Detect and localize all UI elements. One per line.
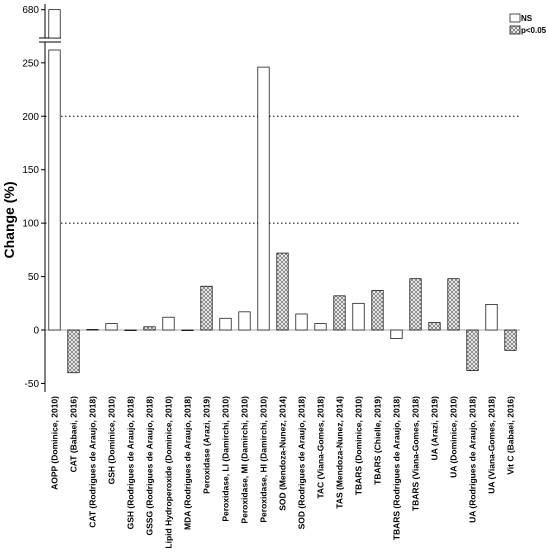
bar <box>124 329 137 331</box>
bar <box>409 278 422 331</box>
bar <box>219 317 232 331</box>
bar <box>371 290 384 331</box>
x-tick-label: Lipid Hydroperoxide (Dominice, 2010) <box>164 396 174 549</box>
x-tick-label: TAC (Viana-Gomes, 2018) <box>316 396 326 499</box>
y-tick-label: -50 <box>25 379 40 390</box>
x-tick-label: Peroxidase, MI (Damirchi, 2010) <box>240 396 250 524</box>
y-tick-label: 50 <box>28 272 40 283</box>
x-tick-label: SOD (Rodrigues de Araujo, 2018) <box>297 396 307 530</box>
bar <box>333 295 346 331</box>
x-tick-label: GSSG (Rodrigues de Araujo, 2018) <box>145 396 155 536</box>
y-tick-label: 150 <box>22 165 39 176</box>
x-tick-label: GSH (Dominice, 2010) <box>107 396 117 485</box>
bar <box>67 329 80 374</box>
bar <box>295 313 308 331</box>
bar <box>352 302 365 331</box>
bar <box>485 304 498 331</box>
x-tick-label: GSH (Rodrigues de Araujo, 2018) <box>126 396 136 530</box>
x-tick-label: UA (Viana-Gomes, 2018) <box>487 396 497 494</box>
bar <box>105 323 118 331</box>
x-tick-label: TBARS (Chielle, 2019) <box>373 396 383 485</box>
x-tick-label: TBARS (Rodrigues de Araujo, 2018) <box>392 396 402 540</box>
legend-label: p<0.05 <box>521 26 547 35</box>
x-tick-label: AOPP (Dominice, 2010) <box>50 396 60 490</box>
x-tick-label: CAT (Babaei, 2016) <box>69 396 79 473</box>
x-tick-label: UA (Dominice, 2010) <box>449 396 459 478</box>
bar <box>504 329 517 351</box>
x-tick-label: TBARS (Viana-Gomes, 2018) <box>411 396 421 511</box>
bar <box>390 329 403 339</box>
y-tick-label: 0 <box>33 326 39 337</box>
bar <box>200 285 213 331</box>
y-axis-label: Change (%) <box>1 182 17 259</box>
y-tick-label: 200 <box>22 112 39 123</box>
bar <box>238 311 251 331</box>
bar <box>86 329 99 331</box>
bar <box>447 278 460 331</box>
x-tick-label: UA (Arazi, 2019) <box>430 396 440 461</box>
y-tick-label: 680 <box>22 5 39 16</box>
x-tick-label: CAT (Rodrigues de Araujo, 2018) <box>88 396 98 528</box>
bar <box>143 326 156 331</box>
legend-swatch <box>509 13 521 23</box>
bar-upper <box>48 9 61 39</box>
x-tick-label: Peroxidase, LI (Damirchi, 2010) <box>221 396 231 522</box>
bar <box>181 329 194 331</box>
x-tick-label: TBARS (Dominice, 2010) <box>354 396 364 495</box>
x-tick-label: SOD (Mendoza-Nunez, 2014) <box>278 396 288 511</box>
x-tick-label: UA (Rodrigues de Araujo, 2018) <box>468 396 478 523</box>
bar <box>257 66 270 331</box>
x-tick-label: Peroxidase (Arazi, 2019) <box>202 396 212 494</box>
x-tick-label: Peroxidase, HI (Damirchi, 2010) <box>259 396 269 523</box>
x-tick-label: MDA (Rodrigues de Araujo, 2018) <box>183 396 193 530</box>
bar <box>466 329 479 371</box>
x-tick-label: Vit C (Babaei, 2016) <box>506 396 516 475</box>
y-tick-label: 250 <box>22 58 39 69</box>
bar <box>162 316 175 331</box>
y-tick-label: 100 <box>22 219 39 230</box>
legend-label: NS <box>521 14 533 23</box>
x-tick-label: TAS (Mendoza-Nunez, 2014) <box>335 396 345 509</box>
bar <box>428 322 441 331</box>
bar <box>276 252 289 331</box>
bar <box>314 323 327 331</box>
bar <box>48 49 61 331</box>
legend-swatch <box>509 25 521 35</box>
